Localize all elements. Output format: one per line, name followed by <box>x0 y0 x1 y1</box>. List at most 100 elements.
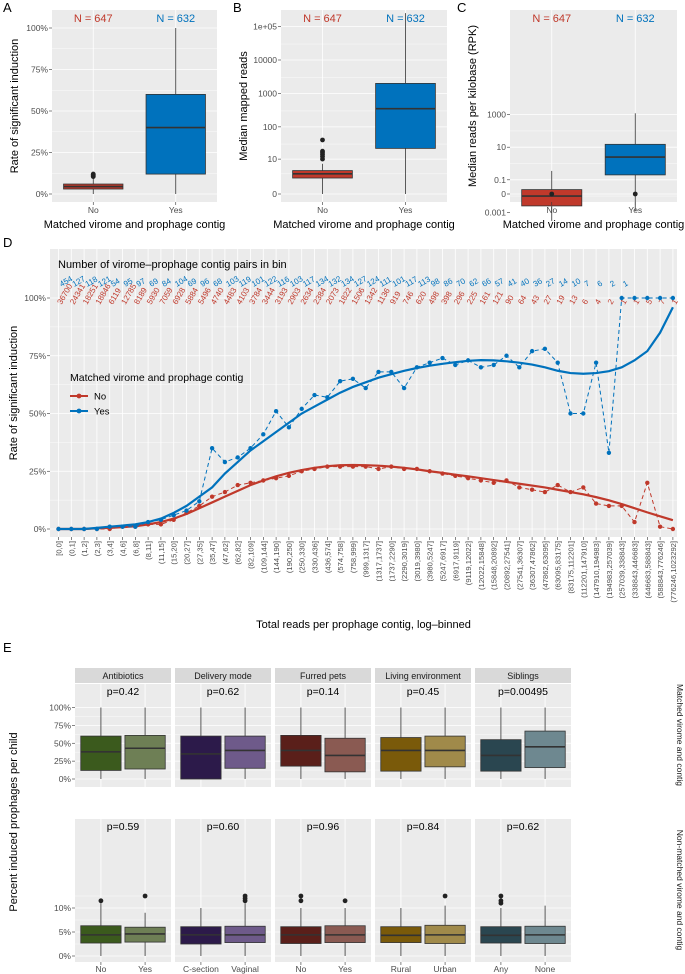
panel-e-living-environment-top-box-1-box <box>424 735 466 768</box>
panel-d-xtick-label: (0,1] <box>67 541 76 556</box>
panel-a-yes-box <box>145 94 206 175</box>
panel-d-xtick-label: (15848,20892] <box>490 541 499 590</box>
panel-d-ytick-label: 0% <box>34 524 47 534</box>
panel-d-point-no <box>657 524 663 529</box>
panel-b-xtick-label: Yes <box>399 205 413 215</box>
panel-b-ytick-label: 0 <box>272 189 277 199</box>
panel-d-point-yes <box>606 450 612 455</box>
panel-d-xtick-label: (1737,2290] <box>387 541 396 582</box>
panel-c-ytick-label: 10 <box>497 142 507 152</box>
panel-e-row-label: Matched virome and contig <box>675 684 685 786</box>
panel-d-legend-label: Yes <box>94 407 110 418</box>
panel-e-siblings-top-box-1-box <box>524 730 566 768</box>
panel-d-point-no <box>235 482 240 488</box>
panel-e-antibiotics-top-box-1-box <box>124 734 166 770</box>
panel-d-xtick-label: (112201,147910] <box>579 541 588 598</box>
panel-e-antibiotics-bottom-pvalue: p=0.59 <box>107 821 140 833</box>
panel-d-point-no <box>222 489 228 495</box>
panel-d-xtick-label: (190,250] <box>285 541 294 573</box>
panel-d-point-yes <box>465 358 471 363</box>
panel-label-b: B <box>233 0 242 15</box>
panel-d-point-no <box>555 482 560 488</box>
panel-d-xtick-label: (36307,47862] <box>528 541 537 590</box>
panel-d-xtick-label: (758,999] <box>349 541 358 573</box>
panel-d-point-yes <box>542 346 548 352</box>
panel-d-xtick-label: (47862,63095] <box>541 541 550 590</box>
panel-e-siblings-bottom-box-0-outlier <box>498 898 504 904</box>
panel-d-point-no <box>491 480 496 485</box>
panel-label-e: E <box>3 640 12 655</box>
panel-d-count-no: 1 <box>631 297 641 306</box>
panel-d-point-yes <box>401 385 407 391</box>
panel-d-xtick-label: (6,8] <box>131 541 140 556</box>
panel-d-point-no <box>632 519 637 525</box>
panel-d-point-yes <box>248 445 253 451</box>
panel-label-a: A <box>3 0 12 15</box>
panel-d-count-no: 7 <box>657 297 667 306</box>
panel-d-point-no <box>389 464 394 469</box>
panel-d-point-no <box>427 469 432 474</box>
panel-d-point-yes <box>273 408 279 414</box>
panel-b-ytick-label: 10 <box>268 154 278 164</box>
panel-c-yes-box <box>604 143 666 176</box>
panel-d-legend-key-point <box>76 408 82 414</box>
panel-e-facet-title: Furred pets <box>300 671 347 681</box>
panel-e-xtick-label: Rural <box>391 964 411 974</box>
panel-d-count-no: 1 <box>619 297 629 306</box>
panel-c-n-label-yes: N = 632 <box>616 13 655 25</box>
panel-d-point-no <box>645 480 650 485</box>
panel-d-point-yes <box>209 445 215 451</box>
panel-e-living-environment-bottom-pvalue: p=0.84 <box>407 821 440 833</box>
panel-d-count-no: 6 <box>580 297 590 306</box>
panel-c-yes-outlier <box>632 191 638 197</box>
panel-d-point-yes <box>325 395 330 400</box>
panel-d-count-yes: 6 <box>596 278 605 288</box>
panel-d-xtick-label: (47,62] <box>221 541 230 565</box>
panel-d-point-yes <box>440 355 445 361</box>
panel-b-ytick-label: 10000 <box>253 55 277 65</box>
panel-d-point-yes <box>171 512 176 518</box>
panel-a-n-label-yes: N = 632 <box>156 13 195 25</box>
panel-d-point-yes <box>261 432 266 437</box>
panel-d-point-no <box>593 501 599 506</box>
panel-e-delivery-mode-top-box-0-box <box>180 735 222 780</box>
panel-d-xtick-label: (147910,194983] <box>592 541 601 598</box>
panel-d-point-yes <box>645 295 650 301</box>
panel-d-legend-label: No <box>94 392 106 403</box>
panel-d-point-yes <box>414 365 420 370</box>
panel-e-furred-pets-bottom-pvalue: p=0.96 <box>307 821 340 833</box>
panel-d-point-yes <box>81 526 87 532</box>
panel-d-xtick-label: (194983,257039] <box>605 541 614 598</box>
panel-e-antibiotics-top-box-0-box <box>80 735 122 771</box>
panel-d-legend-title: Matched virome and prophage contig <box>70 372 244 384</box>
panel-b-ytick-label: 1e+05 <box>253 21 277 31</box>
panel-e-furred-pets-bottom-box-0-outlier <box>298 893 304 899</box>
panel-a-ytick-label: 25% <box>31 148 48 158</box>
panel-e-siblings-bottom-box-0-outlier <box>498 893 504 899</box>
panel-d-point-no <box>606 503 612 509</box>
panel-d-point-yes <box>107 524 112 529</box>
panel-e-facet-title: Delivery mode <box>194 671 252 681</box>
panel-d-point-no <box>350 464 356 469</box>
panel-d-point-yes <box>593 360 599 365</box>
panel-d-point-yes <box>491 362 496 368</box>
panel-a-ytick-label: 50% <box>31 106 48 116</box>
panel-d-xtick-label: (2290,3019] <box>400 541 409 582</box>
panel-c-ytick-label: 0.001 <box>485 207 507 217</box>
panel-b-xlabel: Matched virome and prophage contig <box>273 219 455 231</box>
panel-e-xtick-label: No <box>95 964 106 974</box>
panel-d-point-yes <box>568 411 573 416</box>
panel-d-point-no <box>158 522 164 527</box>
panel-d-point-yes <box>286 425 292 430</box>
panel-e-xtick-label: C-section <box>183 964 219 974</box>
panel-d-point-no <box>273 475 279 481</box>
panel-e-facet-title: Living environment <box>385 671 461 681</box>
panel-b-n-label-yes: N = 632 <box>386 13 425 25</box>
panel-label-d: D <box>3 235 12 250</box>
panel-d-xtick-label: (20892,27541] <box>503 541 512 590</box>
panel-d-count-no: 5 <box>644 297 654 306</box>
panel-d-xtick-label: (250,330] <box>298 541 307 573</box>
panel-e-living-environment-top-pvalue: p=0.45 <box>407 686 440 698</box>
panel-e-antibiotics-bottom-box-1-outlier <box>142 893 148 899</box>
panel-c-no-box <box>521 189 583 207</box>
